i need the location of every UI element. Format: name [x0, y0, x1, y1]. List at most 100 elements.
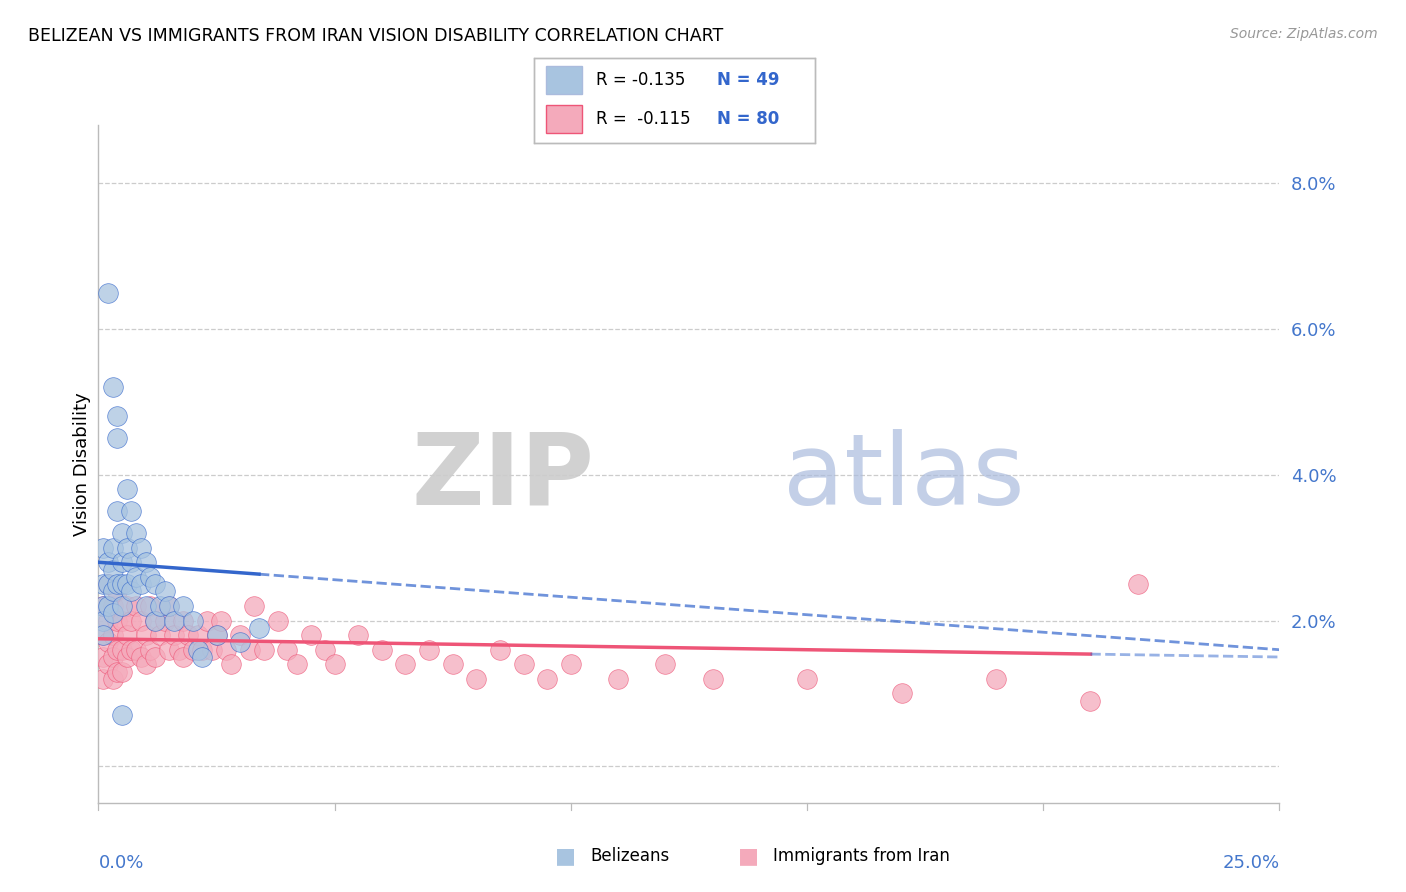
Text: ■: ■ [738, 847, 759, 866]
Point [115, 628, 138, 642]
Point [191, 642, 214, 657]
Y-axis label: Vision Disability: Vision Disability [73, 392, 91, 536]
Point [143, 650, 166, 665]
Point [219, 657, 242, 672]
Text: 0.0%: 0.0% [98, 854, 143, 871]
Point [111, 526, 134, 541]
Point [125, 599, 148, 613]
Point [205, 628, 228, 642]
Point [105, 584, 128, 599]
Point [91, 628, 114, 642]
Point [560, 657, 582, 672]
Point [135, 599, 157, 613]
Point [111, 708, 134, 723]
Point [111, 599, 134, 613]
Point [111, 642, 134, 657]
Point [209, 614, 232, 628]
Point [143, 614, 166, 628]
Point [115, 577, 138, 591]
FancyBboxPatch shape [546, 105, 582, 133]
Point [91, 614, 114, 628]
Point [105, 577, 128, 591]
Text: BELIZEAN VS IMMIGRANTS FROM IRAN VISION DISABILITY CORRELATION CHART: BELIZEAN VS IMMIGRANTS FROM IRAN VISION … [28, 27, 723, 45]
Point [394, 657, 416, 672]
Point [139, 599, 162, 613]
Point [129, 541, 152, 555]
Point [105, 409, 128, 424]
Point [97, 577, 120, 591]
Point [101, 650, 124, 665]
Point [121, 642, 143, 657]
Text: R = -0.135: R = -0.135 [596, 71, 686, 89]
Point [229, 635, 252, 649]
Point [101, 562, 124, 576]
Text: 25.0%: 25.0% [1222, 854, 1279, 871]
Point [121, 584, 143, 599]
Text: R =  -0.115: R = -0.115 [596, 110, 690, 128]
Point [177, 628, 200, 642]
Text: Immigrants from Iran: Immigrants from Iran [773, 847, 950, 865]
Point [97, 614, 120, 628]
Point [97, 635, 120, 649]
Point [115, 599, 138, 613]
Point [91, 577, 114, 591]
Point [181, 642, 204, 657]
Point [796, 672, 818, 686]
Point [489, 642, 512, 657]
Point [1080, 694, 1102, 708]
Point [172, 599, 194, 613]
Point [115, 650, 138, 665]
Point [243, 599, 266, 613]
Point [157, 642, 180, 657]
Point [101, 599, 124, 613]
Point [201, 642, 224, 657]
Point [97, 577, 120, 591]
Point [129, 614, 152, 628]
Point [129, 577, 152, 591]
Point [702, 672, 724, 686]
Point [247, 621, 270, 635]
Point [91, 650, 114, 665]
Point [191, 650, 214, 665]
Point [276, 642, 298, 657]
Point [984, 672, 1007, 686]
Point [101, 584, 124, 599]
Point [97, 555, 120, 569]
Point [172, 650, 194, 665]
Point [139, 570, 162, 584]
Point [101, 541, 124, 555]
Point [101, 628, 124, 642]
Point [111, 577, 134, 591]
Point [371, 642, 394, 657]
Point [149, 628, 172, 642]
Point [323, 657, 346, 672]
Point [121, 614, 143, 628]
Point [97, 657, 120, 672]
Point [347, 628, 370, 642]
Point [512, 657, 534, 672]
Point [267, 614, 290, 628]
Point [105, 431, 128, 445]
Point [153, 614, 176, 628]
Point [111, 665, 134, 679]
Point [157, 599, 180, 613]
Point [105, 665, 128, 679]
Point [129, 650, 152, 665]
Point [654, 657, 676, 672]
Point [135, 657, 157, 672]
Point [105, 614, 128, 628]
Point [91, 599, 114, 613]
Point [187, 642, 209, 657]
Point [105, 642, 128, 657]
Point [125, 570, 148, 584]
Point [105, 504, 128, 518]
Point [97, 599, 120, 613]
Point [121, 555, 143, 569]
Text: atlas: atlas [783, 429, 1025, 526]
Point [153, 584, 176, 599]
Point [215, 642, 238, 657]
Point [101, 380, 124, 394]
Point [187, 628, 209, 642]
Text: N = 49: N = 49 [717, 71, 779, 89]
Point [229, 628, 252, 642]
